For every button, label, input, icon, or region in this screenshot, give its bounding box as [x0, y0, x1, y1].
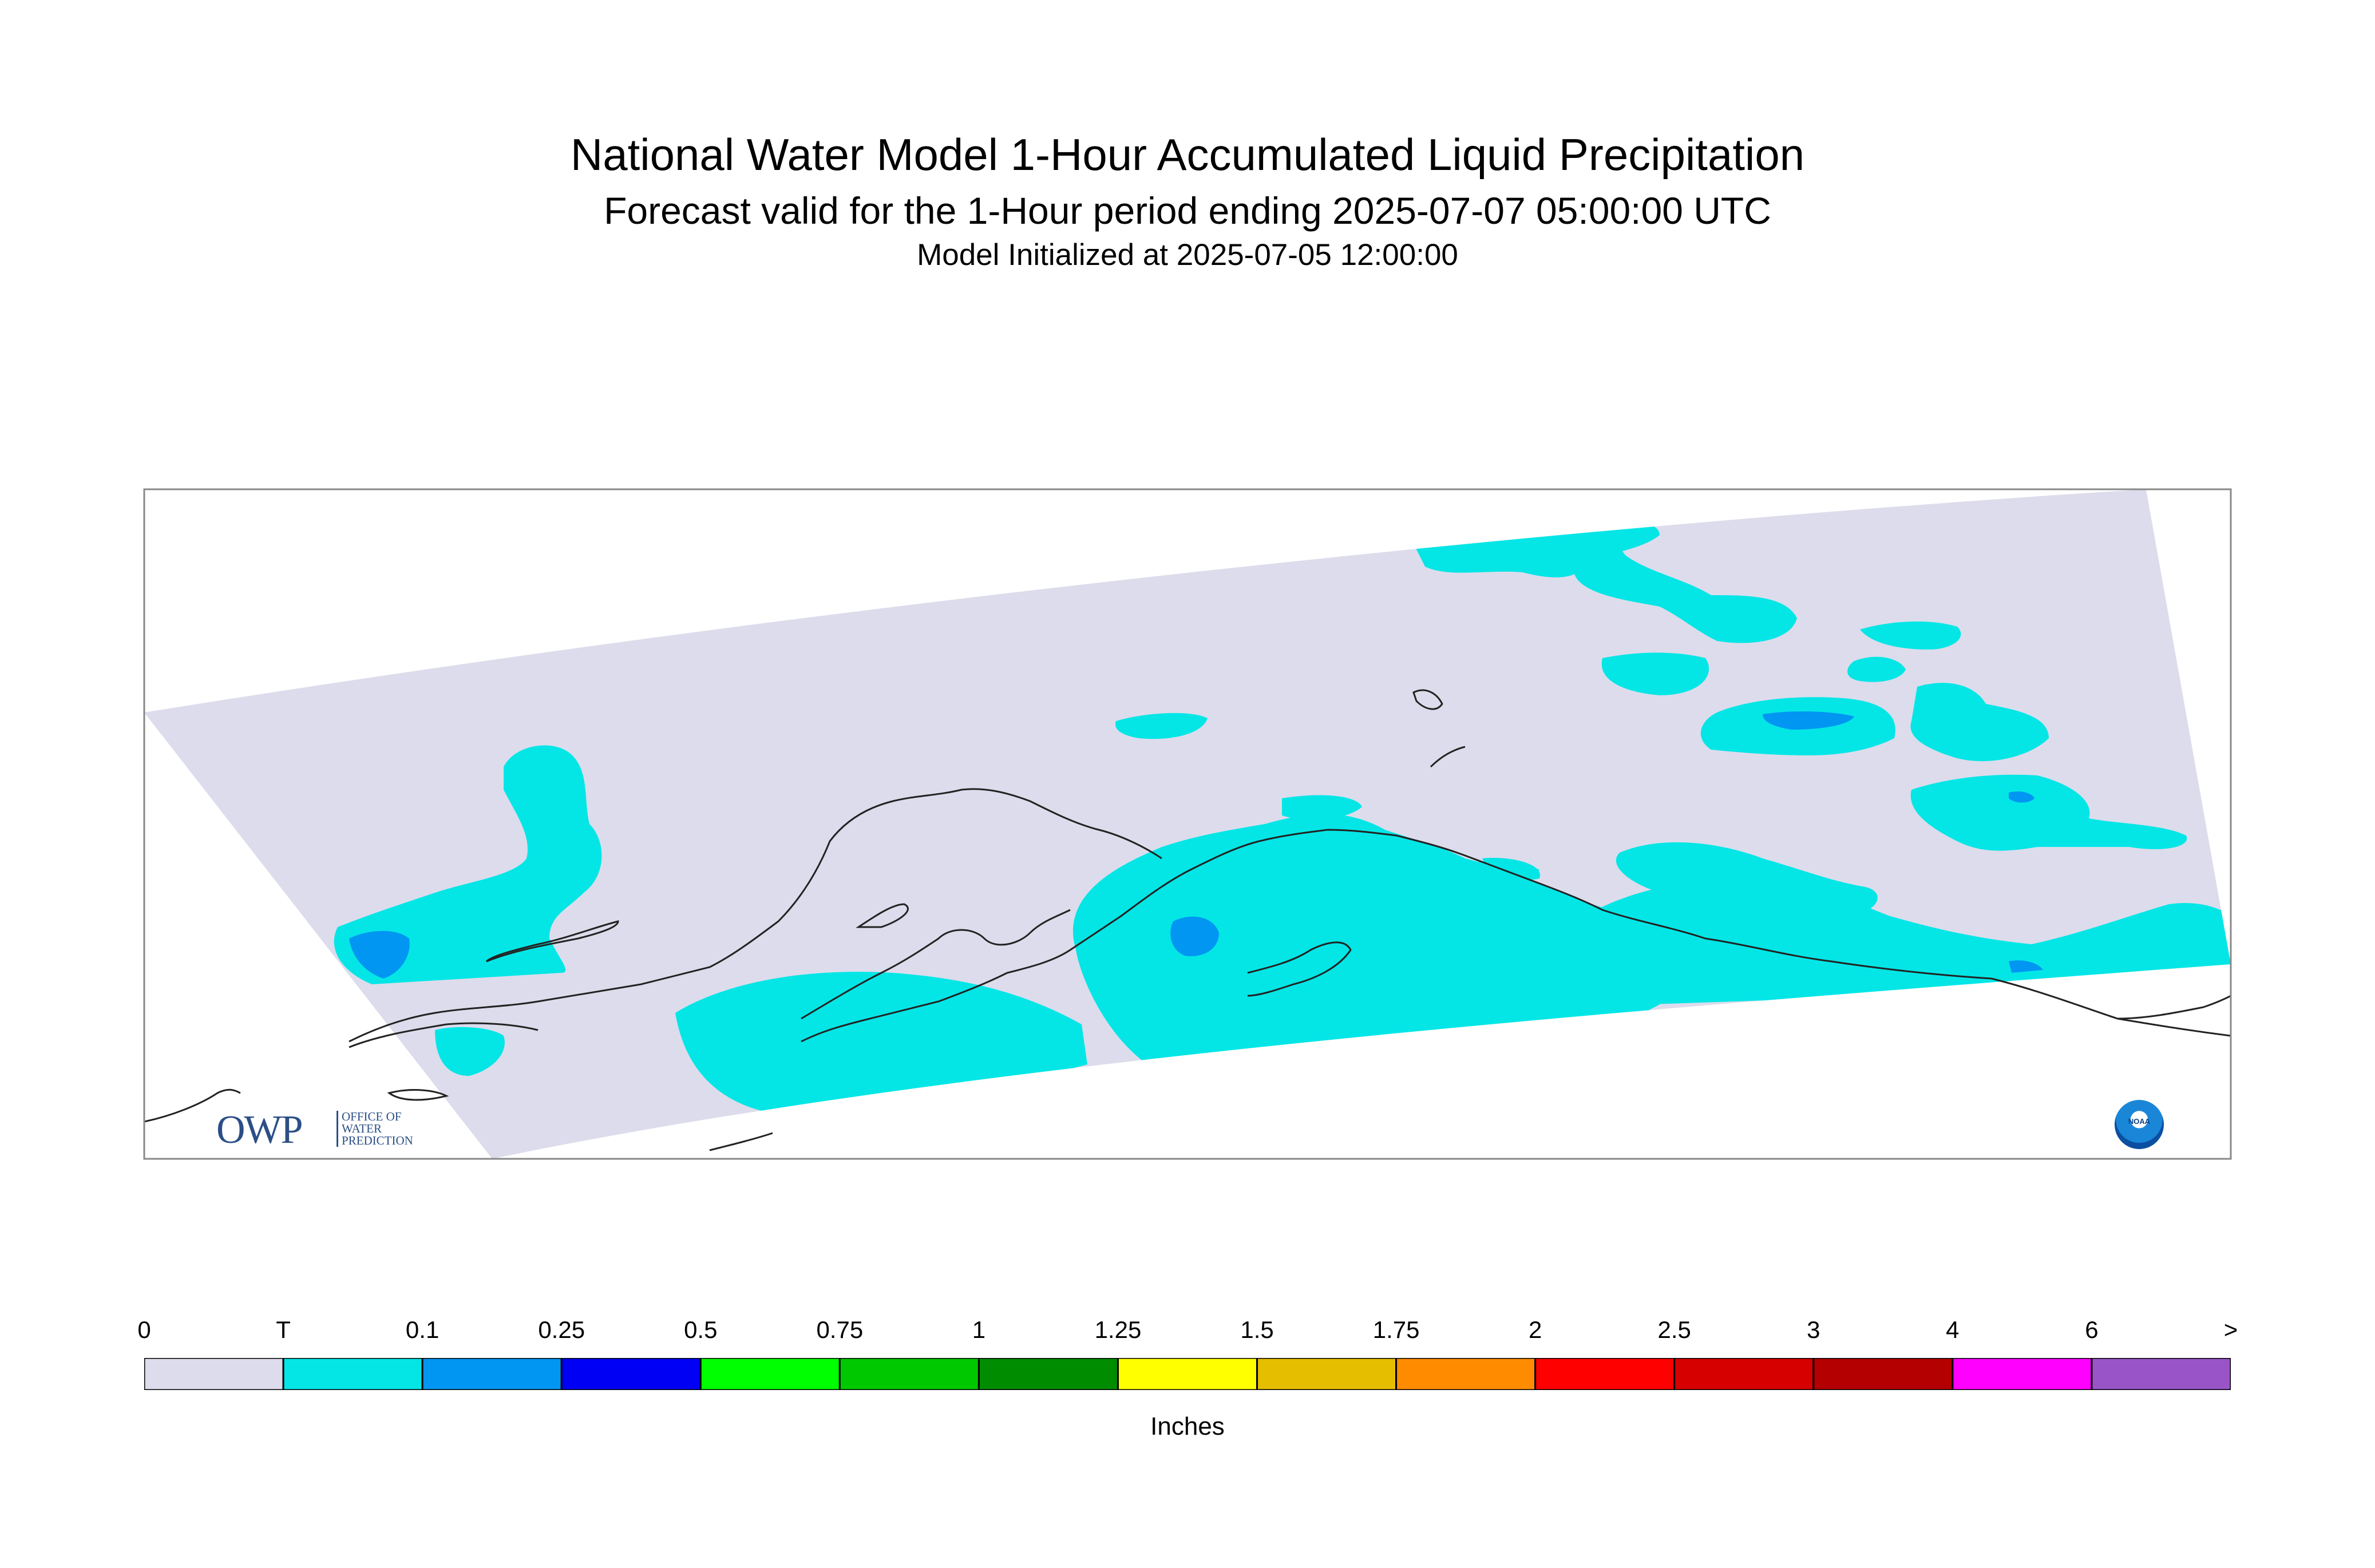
legend-swatch-6 — [977, 1358, 1119, 1390]
legend-swatch-7 — [1117, 1358, 1258, 1390]
noaa-logo: NOAA — [2115, 1100, 2164, 1149]
precip-area-small-5 — [435, 1027, 505, 1076]
coastline-north-island-1 — [1412, 689, 1443, 710]
legend-swatch-3 — [560, 1358, 702, 1390]
precip-area-east-blob — [1910, 774, 2187, 851]
legend-tick-label: 6 — [2085, 1316, 2099, 1343]
precip-light-west — [349, 930, 410, 979]
map-subtitle: Forecast valid for the 1-Hour period end… — [604, 189, 1771, 232]
legend-swatch-4 — [699, 1358, 841, 1390]
map-title: National Water Model 1-Hour Accumulated … — [570, 129, 1805, 180]
legend-swatch-14 — [2091, 1358, 2231, 1390]
legend-tick-label: T — [276, 1316, 291, 1343]
precip-area-west-arm — [334, 745, 602, 984]
legend-tick-label: 0 — [137, 1316, 151, 1343]
coastline-bottom — [709, 1132, 773, 1151]
coastline-east-coast — [2117, 995, 2231, 1020]
legend-tick-label: 3 — [1807, 1316, 1820, 1343]
precip-area-small-2 — [1282, 795, 1362, 820]
coastline-gulf — [801, 829, 2231, 1043]
legend-tick-label: 1.75 — [1372, 1316, 1420, 1343]
precip-area-east-coast — [1568, 879, 2231, 1007]
legend-tick-label: 0.75 — [816, 1316, 864, 1343]
precip-area-gulf — [1072, 814, 1697, 1087]
owp-logo-text: OWP — [216, 1108, 303, 1152]
owp-sub-line-3: PREDICTION — [342, 1134, 413, 1147]
legend-tick-label: 2 — [1528, 1316, 1542, 1343]
owp-sub-line-1: OFFICE OF — [342, 1110, 402, 1123]
precip-area-ne-1 — [1860, 621, 1961, 650]
legend-swatch-1 — [282, 1358, 423, 1390]
owp-logo-subtext: OFFICE OF WATER PREDICTION — [337, 1111, 413, 1147]
legend-tick-label: 1.5 — [1240, 1316, 1274, 1343]
precip-light-gulf — [1170, 916, 1219, 956]
legend-swatch-8 — [1256, 1358, 1398, 1390]
coastlines — [144, 689, 2231, 1151]
precip-light-east — [2009, 791, 2034, 803]
precip-light-coast — [2009, 960, 2043, 973]
legend-tick-label: 4 — [1946, 1316, 1960, 1343]
map-frame — [143, 488, 2232, 1160]
legend-swatch-9 — [1395, 1358, 1537, 1390]
owp-logo: OWP OFFICE OF WATER PREDICTION — [216, 1107, 434, 1153]
precip-area-ne-2 — [1847, 656, 1906, 682]
noaa-logo-text: NOAA — [2128, 1117, 2151, 1126]
legend-tick-label: 1 — [972, 1316, 986, 1343]
model-initialized-text: Model Initialized at 2025-07-05 12:00:00 — [917, 238, 1458, 272]
coastline-mainland-west — [349, 788, 1162, 1043]
precip-area-ne-3 — [1910, 683, 2049, 762]
legend-swatch-13 — [1952, 1358, 2093, 1390]
legend-tick-label: 0.1 — [405, 1316, 440, 1343]
precip-area-north-2 — [1574, 538, 1797, 643]
legend-tick-label: 1.25 — [1094, 1316, 1142, 1343]
legend-units: Inches — [1150, 1412, 1225, 1440]
coastline-sw-2 — [387, 1089, 449, 1101]
coastline-peninsula — [801, 909, 1071, 1020]
precip-area-small-4 — [1482, 858, 1541, 881]
legend-tick-label: > — [2223, 1316, 2238, 1343]
coastline-west-lake — [485, 920, 619, 963]
coastline-sw-1 — [349, 1022, 539, 1048]
legend-tick-label: 2.5 — [1657, 1316, 1691, 1343]
legend-swatch-5 — [838, 1358, 980, 1390]
legend-swatch-2 — [421, 1358, 563, 1390]
legend-color-bar — [144, 1358, 2231, 1390]
legend-swatch-12 — [1812, 1358, 1954, 1390]
legend-tick-label: 0.25 — [538, 1316, 585, 1343]
precip-area-east-band — [1616, 842, 1878, 916]
coastline-north-island-2 — [1430, 746, 1466, 768]
legend-swatch-11 — [1673, 1358, 1815, 1390]
precip-area-north-3 — [1601, 652, 1709, 695]
owp-sub-line-2: WATER — [342, 1122, 382, 1135]
precip-area-small-1 — [1115, 712, 1208, 739]
coastline-sw-3 — [144, 1088, 241, 1123]
coastline-inlet — [1247, 941, 1352, 997]
legend-tick-label: 0.5 — [684, 1316, 718, 1343]
precip-light-center — [1763, 711, 1854, 730]
legend-swatch-10 — [1534, 1358, 1676, 1390]
coastline-bay — [856, 903, 909, 928]
legend-swatch-0 — [144, 1358, 284, 1390]
